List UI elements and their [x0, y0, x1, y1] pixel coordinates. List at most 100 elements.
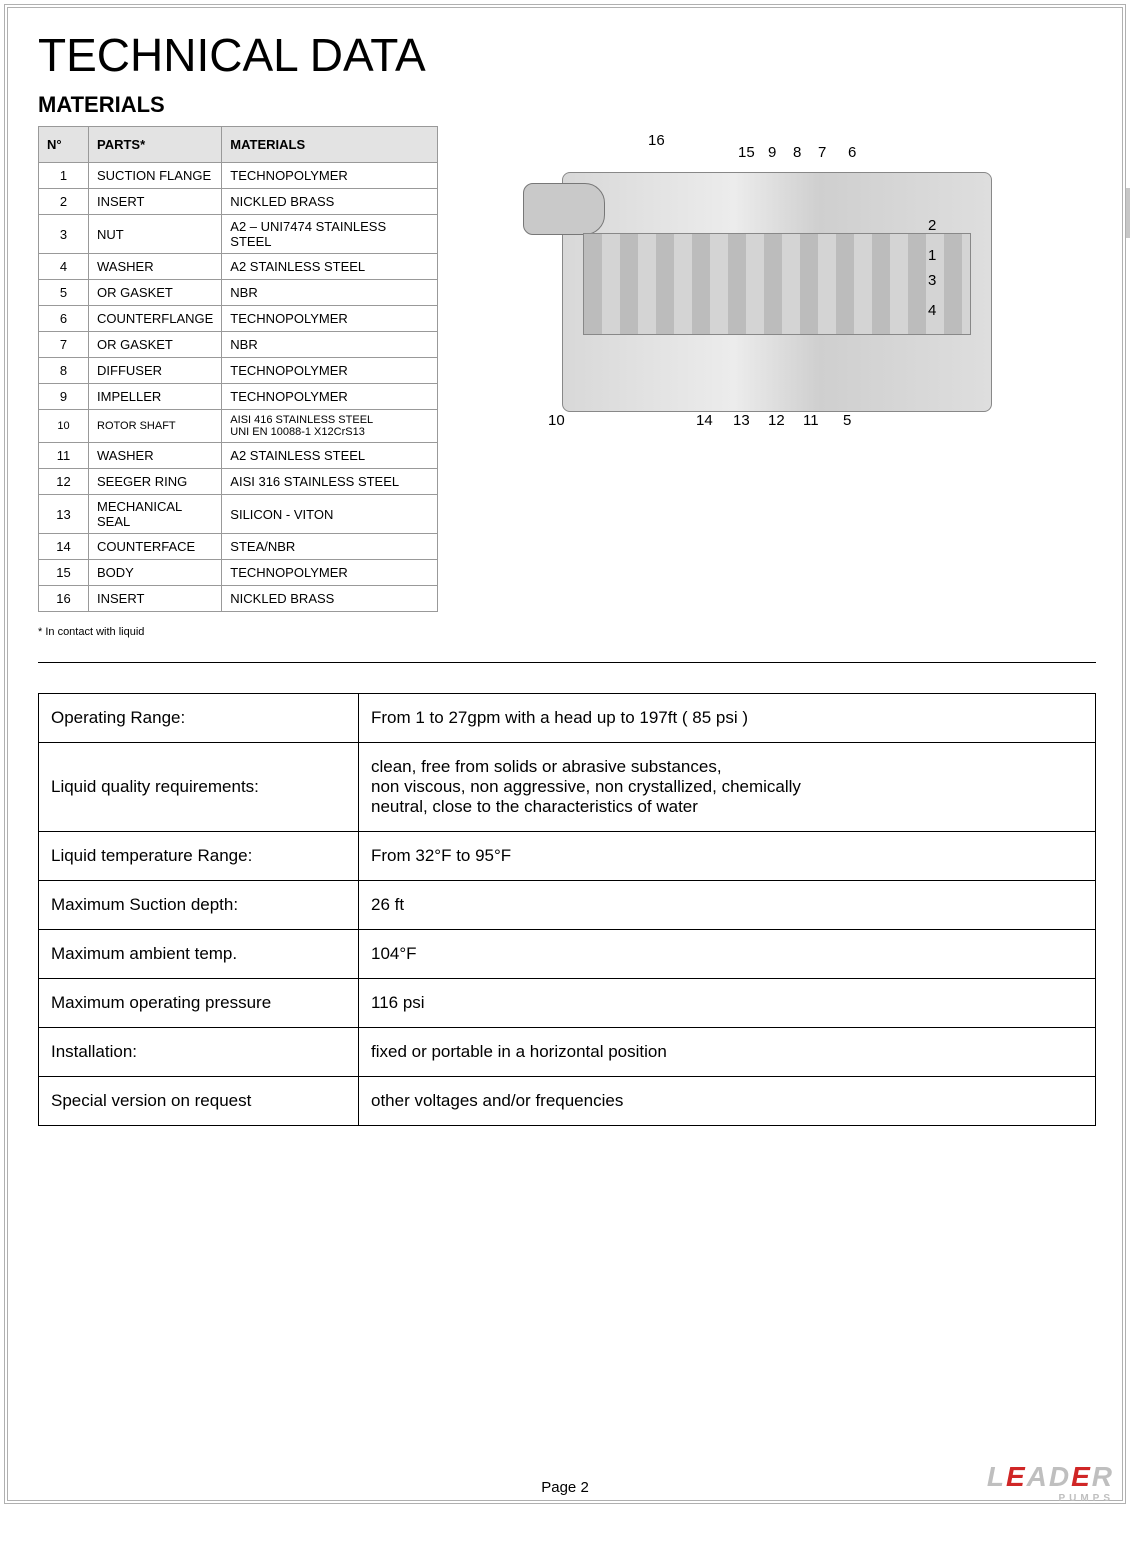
col-mat: MATERIALS	[222, 127, 438, 163]
cell-part: BODY	[89, 560, 222, 586]
cell-num: 3	[39, 215, 89, 254]
table-row: 3NUTA2 – UNI7474 STAINLESS STEEL	[39, 215, 438, 254]
col-num: N°	[39, 127, 89, 163]
table-row: 16INSERTNICKLED BRASS	[39, 586, 438, 612]
cell-num: 14	[39, 534, 89, 560]
cell-part: SUCTION FLANGE	[89, 163, 222, 189]
specs-label: Installation:	[39, 1028, 359, 1077]
cell-material: NICKLED BRASS	[222, 586, 438, 612]
specs-row: Maximum ambient temp.104°F	[39, 930, 1096, 979]
table-row: 12SEEGER RINGAISI 316 STAINLESS STEEL	[39, 469, 438, 495]
specs-row: Special version on requestother voltages…	[39, 1077, 1096, 1126]
cell-num: 16	[39, 586, 89, 612]
cell-num: 9	[39, 384, 89, 410]
callout-2: 2	[928, 217, 936, 234]
callout-10: 10	[548, 412, 565, 429]
specs-value: 104°F	[359, 930, 1096, 979]
cell-num: 4	[39, 254, 89, 280]
specs-row: Maximum operating pressure116 psi	[39, 979, 1096, 1028]
cell-part: DIFFUSER	[89, 358, 222, 384]
callout-11: 11	[803, 412, 819, 429]
cell-part: INSERT	[89, 586, 222, 612]
cell-num: 15	[39, 560, 89, 586]
table-row: 13MECHANICAL SEALSILICON - VITON	[39, 495, 438, 534]
table-row: 4WASHERA2 STAINLESS STEEL	[39, 254, 438, 280]
table-row: 9IMPELLERTECHNOPOLYMER	[39, 384, 438, 410]
page-frame: TECHNICAL DATA MATERIALS N° PARTS* MATER…	[4, 4, 1126, 1504]
specs-value: other voltages and/or frequencies	[359, 1077, 1096, 1126]
cell-num: 13	[39, 495, 89, 534]
specs-row: Installation:fixed or portable in a hori…	[39, 1028, 1096, 1077]
cell-num: 6	[39, 306, 89, 332]
table-row: 14COUNTERFACESTEA/NBR	[39, 534, 438, 560]
separator	[38, 662, 1096, 663]
specs-value: From 32°F to 95°F	[359, 832, 1096, 881]
cell-material: TECHNOPOLYMER	[222, 358, 438, 384]
specs-label: Liquid quality requirements:	[39, 743, 359, 832]
cell-part: NUT	[89, 215, 222, 254]
table-row: 10ROTOR SHAFTAISI 416 STAINLESS STEELUNI…	[39, 410, 438, 443]
specs-row: Maximum Suction depth:26 ft	[39, 881, 1096, 930]
callout-13: 13	[733, 412, 750, 429]
cell-num: 2	[39, 189, 89, 215]
callout-12: 12	[768, 412, 785, 429]
cell-material: A2 STAINLESS STEEL	[222, 443, 438, 469]
cell-part: WASHER	[89, 254, 222, 280]
cell-num: 10	[39, 410, 89, 443]
page-footer: Page 2	[8, 1479, 1122, 1496]
cell-part: COUNTERFACE	[89, 534, 222, 560]
materials-table-wrap: N° PARTS* MATERIALS 1SUCTION FLANGE TECHN…	[38, 126, 438, 638]
callout-4: 4	[928, 302, 936, 319]
callout-16: 16	[648, 132, 665, 149]
cell-num: 7	[39, 332, 89, 358]
cell-material: AISI 316 STAINLESS STEEL	[222, 469, 438, 495]
specs-label: Operating Range:	[39, 694, 359, 743]
brand-logo: LEADER PUMPS	[987, 1461, 1114, 1504]
page-title: TECHNICAL DATA	[38, 28, 1096, 82]
page-label: Page	[541, 1479, 576, 1496]
cell-material: AISI 416 STAINLESS STEELUNI EN 10088-1 X…	[222, 410, 438, 443]
cell-material: NBR	[222, 332, 438, 358]
callout-7: 7	[818, 144, 826, 161]
cell-material: TECHNOPOLYMER	[222, 560, 438, 586]
callout-3: 3	[928, 272, 936, 289]
specs-value: 116 psi	[359, 979, 1096, 1028]
specs-table: Operating Range:From 1 to 27gpm with a h…	[38, 693, 1096, 1126]
table-row: 5OR GASKETNBR	[39, 280, 438, 306]
cell-part: COUNTERFLANGE	[89, 306, 222, 332]
specs-label: Maximum Suction depth:	[39, 881, 359, 930]
cell-part: ROTOR SHAFT	[89, 410, 222, 443]
cell-material: A2 STAINLESS STEEL	[222, 254, 438, 280]
cell-material: TECHNOPOLYMER	[222, 384, 438, 410]
brand-sub: PUMPS	[987, 1493, 1114, 1504]
col-parts: PARTS*	[89, 127, 222, 163]
callout-14: 14	[696, 412, 713, 429]
cell-part: OR GASKET	[89, 280, 222, 306]
table-header-row: N° PARTS* MATERIALS	[39, 127, 438, 163]
section-heading: MATERIALS	[38, 92, 1096, 118]
specs-label: Liquid temperature Range:	[39, 832, 359, 881]
table-row: 8DIFFUSERTECHNOPOLYMER	[39, 358, 438, 384]
top-row: N° PARTS* MATERIALS 1SUCTION FLANGETECHN…	[38, 126, 1096, 638]
cell-material: NICKLED BRASS	[222, 189, 438, 215]
callout-5: 5	[843, 412, 851, 429]
cell-num: 1	[39, 163, 89, 189]
specs-row: Liquid temperature Range:From 32°F to 95…	[39, 832, 1096, 881]
materials-table: N° PARTS* MATERIALS 1SUCTION FLANGE TECHN…	[38, 126, 438, 612]
specs-value: clean, free from solids or abrasive subs…	[359, 743, 1096, 832]
callout-15: 15	[738, 144, 755, 161]
cell-material: SILICON - VITON	[222, 495, 438, 534]
cell-num: 5	[39, 280, 89, 306]
cell-part: OR GASKET	[89, 332, 222, 358]
specs-label: Maximum operating pressure	[39, 979, 359, 1028]
specs-value: 26 ft	[359, 881, 1096, 930]
cell-part: IMPELLER	[89, 384, 222, 410]
side-tab	[1126, 188, 1130, 238]
callout-8: 8	[793, 144, 801, 161]
cell-part: SEEGER RING	[89, 469, 222, 495]
page-number: 2	[580, 1479, 588, 1496]
cell-part: MECHANICAL SEAL	[89, 495, 222, 534]
cell-material: A2 – UNI7474 STAINLESS STEEL	[222, 215, 438, 254]
specs-row: Operating Range:From 1 to 27gpm with a h…	[39, 694, 1096, 743]
callout-1: 1	[928, 247, 936, 264]
